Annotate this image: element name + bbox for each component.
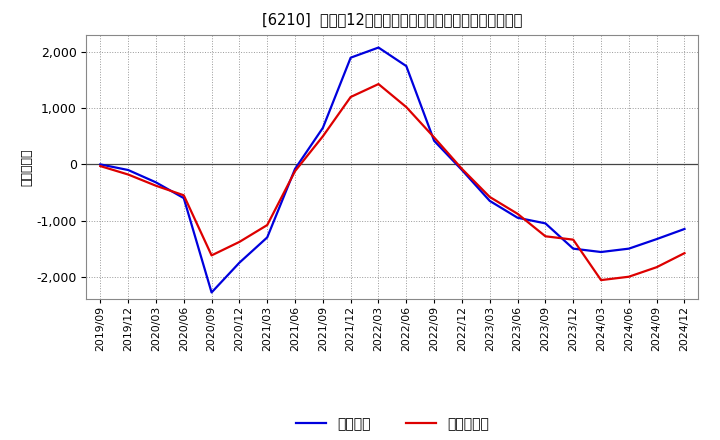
当期純利益 [624,274,633,279]
経常利益 [541,221,550,226]
当期純利益 [346,94,355,99]
当期純利益 [374,81,383,87]
経常利益 [652,236,661,242]
当期純利益 [263,222,271,227]
当期純利益 [680,250,689,256]
当期純利益 [597,278,606,283]
当期純利益 [235,239,243,245]
経常利益 [485,198,494,204]
経常利益 [569,246,577,251]
Line: 当期純利益: 当期純利益 [100,84,685,280]
経常利益 [207,290,216,295]
経常利益 [124,167,132,172]
経常利益 [624,246,633,251]
経常利益 [96,162,104,167]
当期純利益 [402,104,410,110]
経常利益 [263,235,271,240]
当期純利益 [318,134,327,139]
当期純利益 [179,193,188,198]
Legend: 経常利益, 当期純利益: 経常利益, 当期純利益 [296,417,489,431]
経常利益 [402,63,410,69]
経常利益 [346,55,355,60]
当期純利益 [513,211,522,216]
Line: 経常利益: 経常利益 [100,48,685,293]
当期純利益 [124,172,132,177]
当期純利益 [291,169,300,174]
当期純利益 [652,264,661,270]
経常利益 [374,45,383,50]
経常利益 [680,226,689,231]
当期純利益 [207,253,216,258]
当期純利益 [96,163,104,169]
経常利益 [235,260,243,265]
経常利益 [430,138,438,143]
当期純利益 [569,237,577,242]
経常利益 [318,125,327,131]
当期純利益 [541,234,550,239]
Title: [6210]  利益の12か月移動合計の対前年同期増減額の推移: [6210] 利益の12か月移動合計の対前年同期増減額の推移 [262,12,523,27]
経常利益 [291,166,300,172]
経常利益 [597,249,606,255]
経常利益 [513,215,522,220]
経常利益 [179,195,188,201]
経常利益 [152,180,161,185]
当期純利益 [430,135,438,140]
経常利益 [458,167,467,172]
当期純利益 [485,194,494,200]
当期純利益 [458,166,467,172]
当期純利益 [152,183,161,188]
Y-axis label: （百万円）: （百万円） [21,148,34,186]
